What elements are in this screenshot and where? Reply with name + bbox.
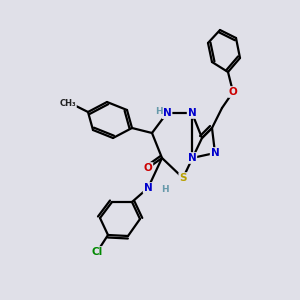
- Text: Cl: Cl: [92, 247, 103, 257]
- Text: N: N: [163, 108, 171, 118]
- Text: CH₃: CH₃: [60, 98, 76, 107]
- Text: S: S: [179, 173, 187, 183]
- Text: N: N: [144, 183, 152, 193]
- Text: H: H: [161, 185, 169, 194]
- Text: N: N: [188, 153, 196, 163]
- Text: O: O: [229, 87, 237, 97]
- Text: N: N: [211, 148, 219, 158]
- Text: O: O: [144, 163, 152, 173]
- Text: N: N: [163, 108, 171, 118]
- Text: H: H: [155, 107, 163, 116]
- Text: N: N: [188, 108, 196, 118]
